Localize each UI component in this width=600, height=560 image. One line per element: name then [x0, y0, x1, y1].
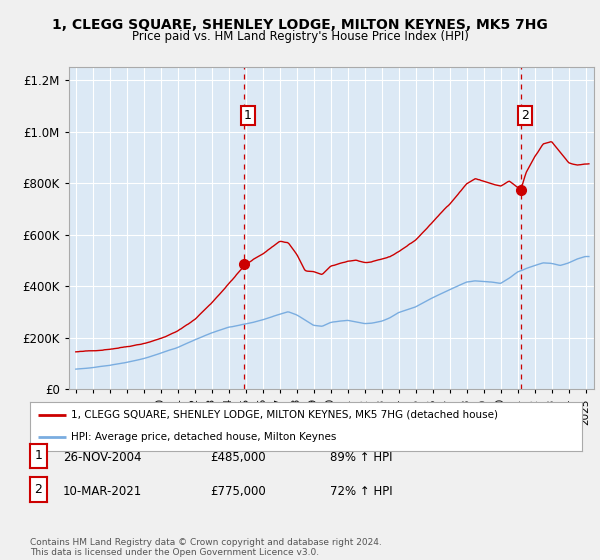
Text: 89% ↑ HPI: 89% ↑ HPI	[330, 451, 392, 464]
Text: HPI: Average price, detached house, Milton Keynes: HPI: Average price, detached house, Milt…	[71, 432, 337, 442]
Text: Contains HM Land Registry data © Crown copyright and database right 2024.
This d: Contains HM Land Registry data © Crown c…	[30, 538, 382, 557]
Text: Price paid vs. HM Land Registry's House Price Index (HPI): Price paid vs. HM Land Registry's House …	[131, 30, 469, 43]
Text: 2: 2	[34, 483, 43, 496]
Text: £485,000: £485,000	[210, 451, 266, 464]
Text: 26-NOV-2004: 26-NOV-2004	[63, 451, 142, 464]
Text: 1: 1	[244, 109, 252, 122]
Text: 1, CLEGG SQUARE, SHENLEY LODGE, MILTON KEYNES, MK5 7HG (detached house): 1, CLEGG SQUARE, SHENLEY LODGE, MILTON K…	[71, 410, 499, 420]
Text: 10-MAR-2021: 10-MAR-2021	[63, 484, 142, 498]
Text: £775,000: £775,000	[210, 484, 266, 498]
Text: 72% ↑ HPI: 72% ↑ HPI	[330, 484, 392, 498]
Text: 1: 1	[34, 449, 43, 463]
Text: 2: 2	[521, 109, 529, 122]
Text: 1, CLEGG SQUARE, SHENLEY LODGE, MILTON KEYNES, MK5 7HG: 1, CLEGG SQUARE, SHENLEY LODGE, MILTON K…	[52, 18, 548, 32]
